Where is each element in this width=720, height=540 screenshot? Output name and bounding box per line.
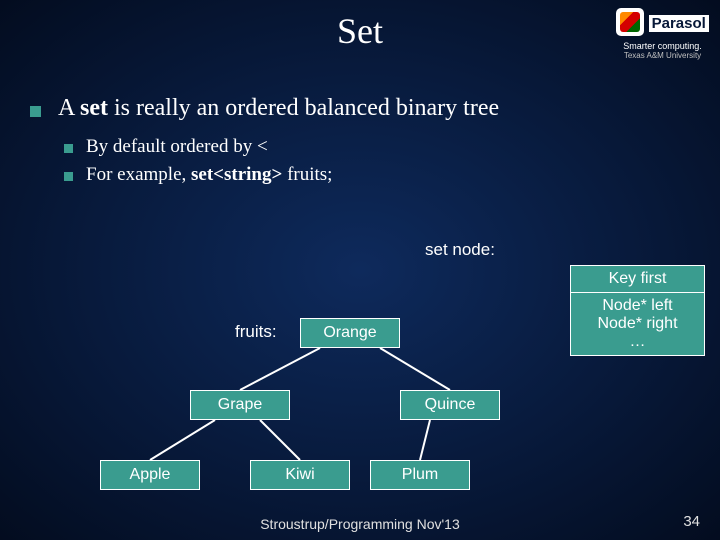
- footer-text: Stroustrup/Programming Nov'13: [0, 516, 720, 532]
- fruits-label: fruits:: [235, 322, 277, 342]
- struct-box: Key first Node* left Node* right …: [570, 265, 705, 356]
- tree-node-orange: Orange: [300, 318, 400, 348]
- tree-node-plum: Plum: [370, 460, 470, 490]
- struct-line1: Key first: [571, 266, 704, 293]
- struct-dots: …: [577, 333, 698, 351]
- tree-node-grape: Grape: [190, 390, 290, 420]
- struct-line2: Node* left Node* right …: [571, 293, 704, 355]
- tree-node-apple: Apple: [100, 460, 200, 490]
- tree-diagram: set node: fruits: Key first Node* left N…: [0, 0, 720, 540]
- struct-right: Node* right: [577, 315, 698, 333]
- tree-node-kiwi: Kiwi: [250, 460, 350, 490]
- page-number: 34: [683, 513, 700, 530]
- set-node-label: set node:: [425, 240, 495, 260]
- tree-node-quince: Quince: [400, 390, 500, 420]
- struct-left: Node* left: [577, 297, 698, 315]
